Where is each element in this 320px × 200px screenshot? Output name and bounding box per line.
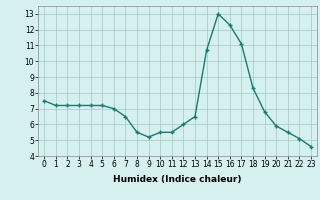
X-axis label: Humidex (Indice chaleur): Humidex (Indice chaleur) <box>113 175 242 184</box>
